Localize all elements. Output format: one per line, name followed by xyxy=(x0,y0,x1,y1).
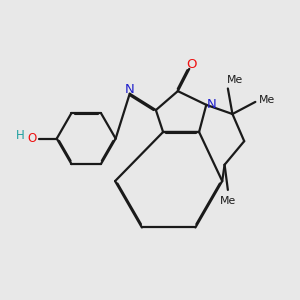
Text: O: O xyxy=(27,132,36,145)
Text: N: N xyxy=(207,98,216,111)
Text: O: O xyxy=(186,58,196,71)
Text: H: H xyxy=(16,129,25,142)
Text: Me: Me xyxy=(227,75,243,85)
Text: N: N xyxy=(125,83,135,96)
Text: Me: Me xyxy=(259,95,275,105)
Text: Me: Me xyxy=(220,196,236,206)
